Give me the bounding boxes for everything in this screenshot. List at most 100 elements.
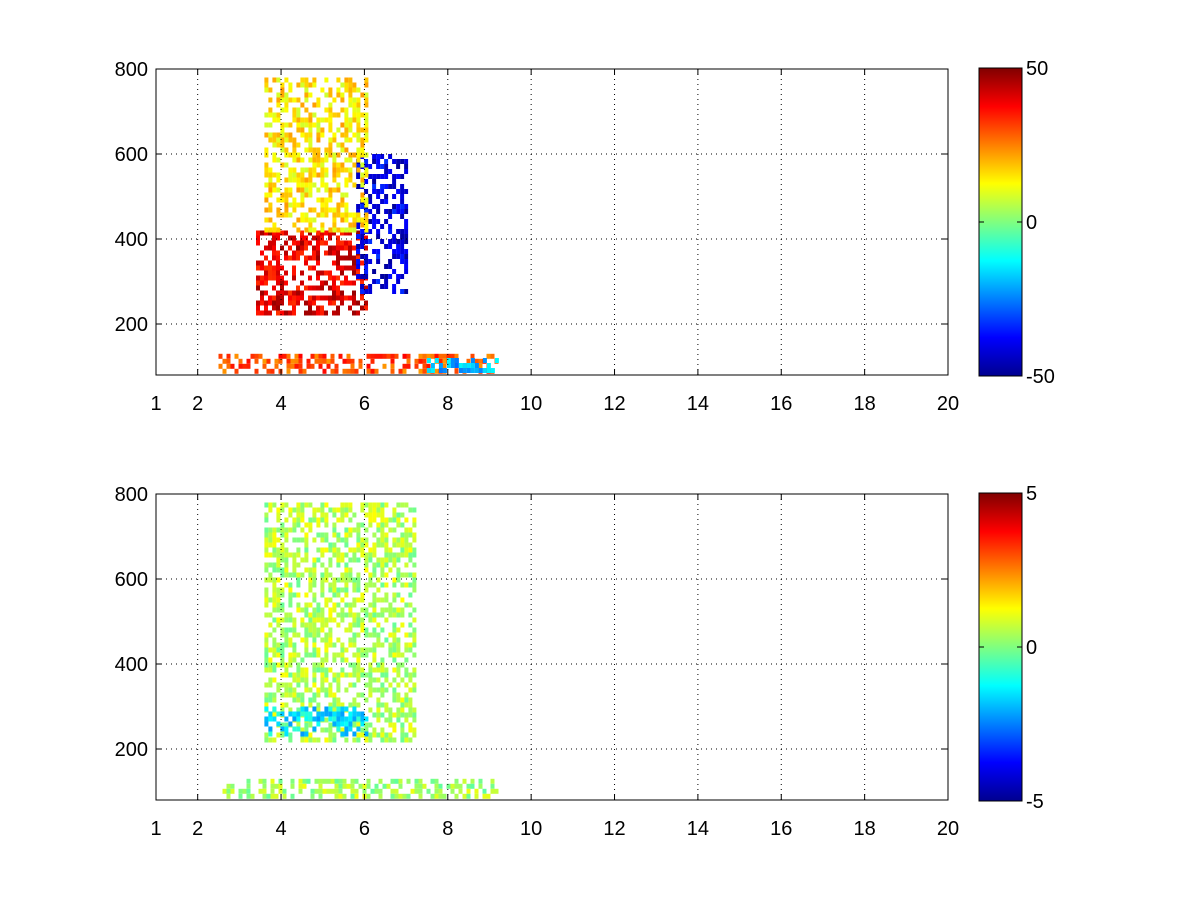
heatmap-cell bbox=[340, 142, 345, 148]
heatmap-cell bbox=[388, 214, 393, 219]
heatmap-cell bbox=[360, 222, 365, 228]
heatmap-cell bbox=[356, 692, 361, 698]
heatmap-cell bbox=[292, 142, 297, 148]
heatmap-cell bbox=[308, 622, 313, 628]
heatmap-cell bbox=[324, 547, 329, 553]
heatmap-cell bbox=[340, 122, 345, 128]
heatmap-cell bbox=[332, 652, 337, 658]
heatmap-cell bbox=[334, 778, 339, 784]
heatmap-cell bbox=[288, 657, 293, 663]
heatmap-cell bbox=[404, 224, 409, 229]
heatmap-cell bbox=[352, 582, 357, 588]
heatmap-cell bbox=[304, 217, 309, 223]
heatmap-cell bbox=[354, 368, 359, 374]
heatmap-cell bbox=[300, 212, 305, 218]
heatmap-cell bbox=[304, 642, 309, 648]
heatmap-cell bbox=[292, 117, 297, 123]
heatmap-cell bbox=[276, 280, 280, 286]
heatmap-cell bbox=[348, 227, 353, 233]
heatmap-cell bbox=[372, 657, 377, 663]
heatmap-cell bbox=[368, 547, 373, 553]
heatmap-cell bbox=[336, 207, 341, 213]
heatmap-cell bbox=[272, 532, 277, 538]
heatmap-cell bbox=[304, 300, 308, 306]
heatmap-cell bbox=[264, 632, 269, 638]
heatmap-cell bbox=[396, 204, 401, 209]
heatmap-cell bbox=[308, 737, 313, 743]
heatmap-cell bbox=[284, 716, 289, 722]
heatmap-cell bbox=[320, 87, 325, 93]
heatmap-cell bbox=[494, 358, 499, 363]
heatmap-cell bbox=[366, 368, 371, 374]
heatmap-cell bbox=[288, 122, 293, 128]
heatmap-cell bbox=[356, 547, 361, 553]
heatmap-cell bbox=[284, 687, 289, 693]
heatmap-cell bbox=[328, 722, 333, 728]
heatmap-cell bbox=[332, 245, 336, 251]
heatmap-cell bbox=[272, 547, 277, 553]
heatmap-cell bbox=[284, 692, 289, 698]
heatmap-cell bbox=[272, 250, 276, 256]
heatmap-cell bbox=[364, 567, 369, 573]
heatmap-cell bbox=[422, 358, 427, 364]
heatmap-cell bbox=[260, 300, 264, 306]
heatmap-cell bbox=[348, 250, 352, 256]
heatmap-cell bbox=[396, 517, 401, 523]
heatmap-cell bbox=[218, 363, 223, 369]
heatmap-cell bbox=[316, 507, 321, 513]
heatmap-cell bbox=[324, 692, 329, 698]
heatmap-cell bbox=[336, 552, 341, 558]
heatmap-cell bbox=[280, 607, 285, 613]
heatmap-cell bbox=[364, 587, 369, 593]
heatmap-cell bbox=[400, 234, 405, 239]
heatmap-cell bbox=[344, 265, 348, 271]
heatmap-cell bbox=[356, 572, 361, 578]
heatmap-cell bbox=[262, 783, 267, 789]
heatmap-cell bbox=[406, 363, 411, 369]
heatmap-cell bbox=[328, 295, 332, 301]
heatmap-cell bbox=[264, 192, 269, 198]
heatmap-cell bbox=[318, 793, 323, 799]
heatmap-cell bbox=[336, 702, 341, 708]
heatmap-cell bbox=[300, 692, 305, 698]
heatmap-cell bbox=[356, 249, 361, 254]
heatmap-cell bbox=[276, 187, 281, 193]
heatmap-cell bbox=[288, 637, 293, 643]
heatmap-cell bbox=[364, 245, 368, 251]
heatmap-cell bbox=[320, 547, 325, 553]
y-tick-label: 800 bbox=[115, 484, 148, 506]
heatmap-cell bbox=[352, 245, 356, 251]
heatmap-cell bbox=[396, 712, 401, 718]
heatmap-cell bbox=[272, 112, 277, 118]
heatmap-cell bbox=[340, 270, 344, 276]
heatmap-cell bbox=[320, 162, 325, 168]
colorbar-tick-label: 0 bbox=[1026, 637, 1037, 659]
heatmap-cell bbox=[304, 727, 309, 733]
heatmap-cell bbox=[372, 507, 377, 513]
heatmap-cell bbox=[392, 712, 397, 718]
heatmap-cell bbox=[340, 642, 345, 648]
heatmap-cell bbox=[372, 567, 377, 573]
heatmap-cell bbox=[388, 682, 393, 688]
heatmap-cell bbox=[348, 612, 353, 618]
heatmap-cell bbox=[356, 537, 361, 543]
heatmap-cell bbox=[304, 722, 309, 728]
heatmap-cell bbox=[328, 702, 333, 708]
heatmap-cell bbox=[264, 702, 269, 708]
heatmap-cell bbox=[380, 692, 385, 698]
heatmap-cell bbox=[292, 305, 296, 311]
heatmap-cell bbox=[276, 157, 281, 163]
heatmap-cell bbox=[316, 162, 321, 168]
heatmap-cell bbox=[280, 310, 284, 316]
heatmap-cell bbox=[332, 250, 336, 256]
heatmap-cell bbox=[262, 788, 267, 794]
heatmap-cell bbox=[368, 617, 373, 623]
heatmap-cell bbox=[388, 647, 393, 653]
heatmap-cell bbox=[328, 732, 333, 738]
heatmap-cell bbox=[296, 602, 301, 608]
heatmap-cell bbox=[264, 152, 269, 158]
heatmap-cell bbox=[276, 172, 281, 178]
heatmap-cell bbox=[352, 642, 357, 648]
heatmap-cell bbox=[340, 192, 345, 198]
